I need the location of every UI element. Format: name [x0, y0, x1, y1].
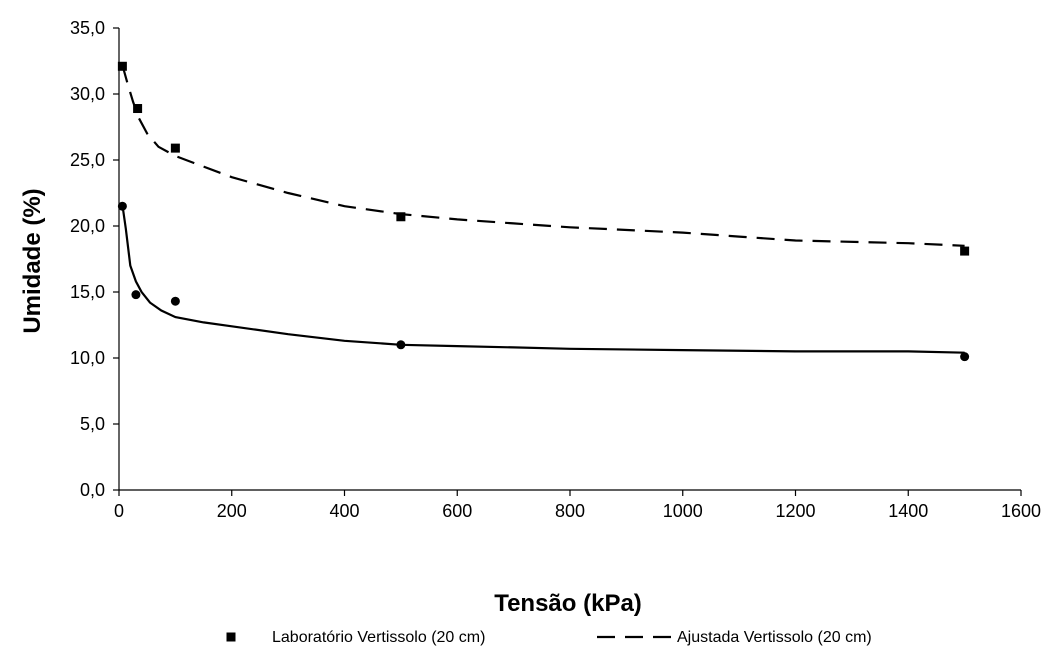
x-tick-label: 1600: [1001, 501, 1041, 521]
y-tick-label: 25,0: [70, 150, 105, 170]
data-point-series-2: [117, 201, 127, 211]
x-tick-label: 600: [442, 501, 472, 521]
y-tick-label: 35,0: [70, 18, 105, 38]
data-point-series-0: [117, 61, 127, 71]
ticks: 0 200 400 600 800 1000 1200 1400 1600 0,0 5,0 10,0 1…: [70, 18, 1041, 521]
x-tick-label: 0: [114, 501, 124, 521]
y-tick-label: 5,0: [80, 414, 105, 434]
legend-label-1: Ajustada Vertissolo (20 cm): [677, 629, 872, 646]
data-point-series-0: [960, 246, 970, 256]
plot-lines: [121, 64, 965, 354]
series-line-1: [121, 64, 965, 247]
data-point-series-0: [170, 143, 180, 153]
y-axis-title: Umidade (%): [19, 188, 46, 333]
data-point-series-0: [133, 104, 143, 114]
data-point-series-2: [396, 340, 406, 350]
x-axis-title: Tensão (kPa): [494, 590, 642, 617]
data-point-series-0: [396, 212, 406, 222]
y-tick-label: 0,0: [80, 480, 105, 500]
x-tick-label: 400: [329, 501, 359, 521]
x-tick-label: 1000: [663, 501, 703, 521]
x-tick-label: 1400: [888, 501, 928, 521]
data-point-series-2: [170, 296, 180, 306]
plot-markers: [117, 61, 970, 362]
x-tick-label: 800: [555, 501, 585, 521]
legend-label-0: Laboratório Vertissolo (20 cm): [272, 629, 485, 646]
y-tick-label: 30,0: [70, 84, 105, 104]
legend: Laboratório Vertissolo (20 cm) Ajustada V…: [226, 629, 872, 646]
x-tick-label: 200: [217, 501, 247, 521]
y-tick-label: 15,0: [70, 282, 105, 302]
x-tick-label: 1200: [775, 501, 815, 521]
data-point-series-2: [131, 290, 141, 300]
y-tick-label: 20,0: [70, 216, 105, 236]
legend-swatch-0: [226, 632, 236, 642]
series-line-3: [121, 204, 965, 354]
data-point-series-2: [960, 352, 970, 362]
y-tick-label: 10,0: [70, 348, 105, 368]
axes: [118, 28, 1021, 491]
